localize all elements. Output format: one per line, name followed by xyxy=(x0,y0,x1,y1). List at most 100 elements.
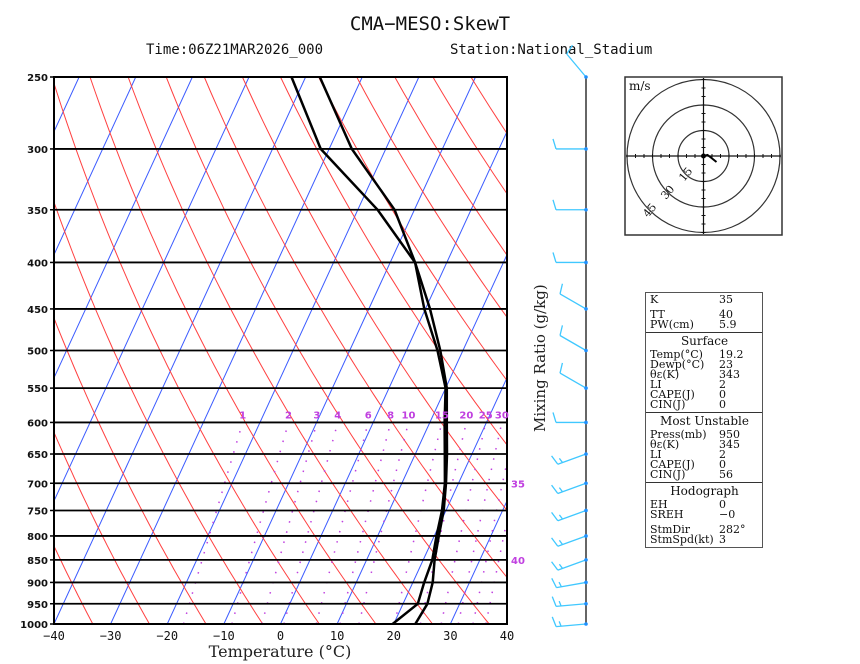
isotherm-line xyxy=(0,77,22,624)
wind-barb-half-flag xyxy=(558,581,562,588)
index-row: CAPE(J) 0 xyxy=(650,388,726,401)
y-tick-label: 850 xyxy=(27,556,48,567)
y-tick-label: 650 xyxy=(27,450,48,461)
wind-barb-base xyxy=(584,452,588,456)
mixing-ratio-label: 1 xyxy=(239,410,246,421)
y-tick-label: 800 xyxy=(27,532,48,543)
wind-barb-shaft xyxy=(557,509,587,522)
x-tick-label: −40 xyxy=(43,629,65,643)
hodograph-origin xyxy=(701,153,706,159)
index-row: θε(K) 343 xyxy=(650,368,740,381)
y-tick-label: 950 xyxy=(27,600,48,611)
wind-barb-flag xyxy=(559,362,564,374)
wind-barb-base xyxy=(584,481,588,486)
y-tick-label: 250 xyxy=(27,73,48,84)
index-row: LI 2 xyxy=(650,448,726,461)
wind-barb-flag xyxy=(551,537,559,547)
wind-barb-flag xyxy=(551,484,559,494)
mixing-ratio-label: 30 xyxy=(495,410,509,421)
wind-barb-base xyxy=(584,420,588,425)
mixing-ratio-label: 20 xyxy=(459,410,473,421)
wind-barb-flag xyxy=(566,44,573,55)
y-tick-label: 750 xyxy=(27,506,48,517)
wind-barb-flag xyxy=(552,412,557,423)
dry-adiabat-line xyxy=(356,77,507,319)
dry-adiabat-line xyxy=(776,77,860,624)
wind-barb-base xyxy=(584,207,588,212)
dry-adiabat-line xyxy=(54,200,264,624)
isotherm-line xyxy=(449,499,507,624)
wind-barb-flag xyxy=(552,252,557,263)
mixing-ratio-line xyxy=(472,458,507,624)
wind-barb-half-flag xyxy=(558,563,564,569)
wind-barb xyxy=(551,534,588,547)
mixing-ratio-lines xyxy=(182,422,507,624)
x-tick-label: 40 xyxy=(500,629,514,643)
wind-barb-half-flag xyxy=(558,600,562,607)
x-tick-label: 0 xyxy=(277,629,284,643)
dry-adiabat-line xyxy=(241,77,507,512)
wind-barb-base xyxy=(584,508,588,513)
index-row: CIN(J) 56 xyxy=(650,468,733,481)
mixing-ratio-label: 8 xyxy=(387,410,394,421)
mixing-ratio-label: 6 xyxy=(365,410,372,421)
stability-indices-box: K 35 TT 40 PW(cm) 5.9 Surface Temp(°C) 19.2 … xyxy=(645,292,763,548)
wind-barb xyxy=(552,199,588,212)
wind-barb-shaft xyxy=(566,53,587,78)
index-row: StmSpd(kt) 3 xyxy=(650,533,726,546)
index-row: Press(mb) 950 xyxy=(650,428,740,441)
y-tick-label: 600 xyxy=(27,418,48,429)
index-row: K 35 xyxy=(650,293,733,306)
dry-adiabat-line xyxy=(54,544,94,624)
wind-barb-half-flag xyxy=(558,621,562,627)
wind-barb-base xyxy=(584,348,588,353)
wind-barb-half-flag xyxy=(558,487,564,493)
dry-adiabat-line xyxy=(814,77,860,624)
wind-barb xyxy=(551,558,588,571)
sounding-profiles xyxy=(290,77,449,624)
index-row: θε(K) 345 xyxy=(650,438,740,451)
wind-barb xyxy=(552,138,588,151)
hodograph-unit-label: m/s xyxy=(629,79,651,93)
most-unstable-heading: Most Unstable xyxy=(660,414,749,428)
wind-barb-flag xyxy=(559,325,564,336)
wind-barb-base xyxy=(584,534,588,538)
index-row: PW(cm) 5.9 xyxy=(650,318,737,331)
mixing-ratio-line xyxy=(231,422,290,624)
mixing-ratio-line xyxy=(419,422,468,624)
mixing-ratio-label: 35 xyxy=(511,479,525,490)
index-row: EH 0 xyxy=(650,498,726,511)
index-row: LI 2 xyxy=(650,378,726,391)
station-label: Station:National_Stadium xyxy=(450,42,652,58)
wind-barb-base xyxy=(584,307,588,311)
x-tick-label: 20 xyxy=(387,629,401,643)
pressure-axis: 250 300 350 400 450 500 550 600 650 700 750 800 850 9… xyxy=(20,73,54,631)
index-row: SREH −0 xyxy=(650,508,736,521)
wind-barb xyxy=(559,362,588,390)
index-row: CIN(J) 0 xyxy=(650,398,726,411)
hodograph-section: Hodograph EH 0 SREH −0 StmDir 282° StmSpd(k… xyxy=(646,483,762,547)
temperature-axis: −40 −30 −20 −10 0 10 20 30 40 xyxy=(43,629,514,643)
mixing-ratio-line xyxy=(393,422,443,624)
temperature-profile-line xyxy=(318,77,449,624)
wind-barb-half-flag xyxy=(558,457,564,463)
wind-barb-shaft xyxy=(559,372,587,389)
dewpoint-profile-line xyxy=(290,77,447,624)
x-axis-label: Temperature (°C) xyxy=(209,642,352,661)
index-row: Temp(°C) 19.2 xyxy=(650,348,744,361)
mixing-ratio-label: 3 xyxy=(313,410,320,421)
x-tick-label: −20 xyxy=(156,629,178,643)
mixing-ratio-labels: 1 2 3 4 6 8 10 15 20 25 30 35 40 xyxy=(239,410,525,566)
wind-barb-flag xyxy=(551,455,559,465)
dry-adiabat-line xyxy=(54,316,207,624)
wind-barb-base xyxy=(584,601,588,606)
surface-section: Surface Temp(°C) 19.2 Dewp(°C) 23 θε(K) 343… xyxy=(646,333,762,413)
mixing-ratio-label: 4 xyxy=(334,410,341,421)
dry-adiabat-line xyxy=(852,77,860,624)
mixing-ratio-label: 2 xyxy=(285,410,292,421)
wind-barb xyxy=(551,578,588,589)
dry-adiabat-line xyxy=(280,77,507,446)
x-tick-label: −10 xyxy=(213,629,235,643)
most-unstable-section: Most Unstable Press(mb) 950 θε(K) 345 LI 2 … xyxy=(646,413,762,483)
